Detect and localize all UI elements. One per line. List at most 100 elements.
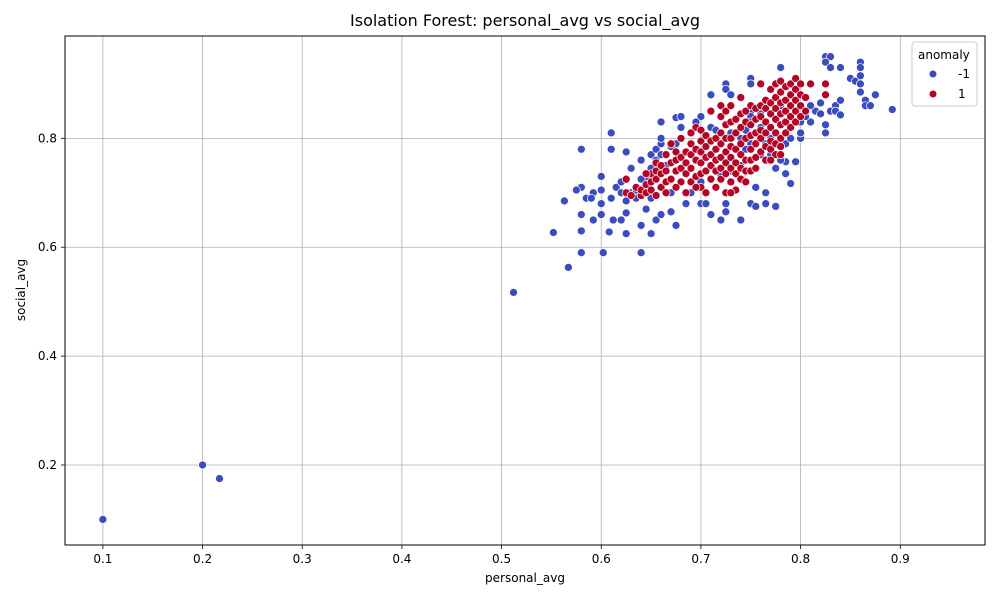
data-point [686,177,696,187]
data-point [661,166,671,176]
data-point [721,169,731,179]
data-point [716,215,726,225]
axis-ticks: 0.1 0.2 0.3 0.4 0.5 0.6 0.7 0.8 0.9 0.2 0.4 0.6 0.8 [38,131,910,566]
data-point [771,202,781,211]
legend-box [911,41,978,107]
data-point [656,117,666,127]
y-tick-label: 0.2 [38,458,57,472]
data-point [681,158,691,168]
data-point [731,128,741,138]
data-point [711,133,721,143]
data-point [560,196,569,206]
data-point [806,101,815,111]
data-point [786,179,795,188]
data-point [761,199,771,209]
data-point [731,114,741,124]
x-tick-label: 0.6 [592,552,611,566]
data-point [576,144,586,154]
data-point [751,202,761,211]
data-point [796,79,805,89]
data-point [836,95,845,105]
data-point [781,128,791,138]
plot-frame [64,35,986,546]
data-point [666,174,676,184]
data-point [564,263,573,272]
data-point [676,133,686,143]
data-point [816,98,825,108]
data-point [636,174,646,184]
data-point [686,128,696,138]
y-tick-label: 0.6 [38,240,57,254]
data-point [721,84,731,94]
x-axis-label: personal_avg [485,571,565,585]
data-point [596,185,606,195]
data-point [676,163,686,173]
data-point [816,109,825,119]
data-point [766,109,776,119]
data-point [616,215,626,225]
data-point [736,123,746,132]
data-point [786,79,795,89]
data-point [98,515,108,524]
legend-title: anomaly [918,48,970,62]
y-tick-label: 0.8 [38,131,57,145]
data-point [821,128,830,138]
data-point [706,106,716,116]
x-tick-label: 0.1 [93,552,112,566]
data-point [821,79,830,89]
legend: anomaly -1 1 [911,41,978,107]
data-point [801,93,810,102]
data-point [198,460,207,470]
x-tick-label: 0.5 [492,552,511,566]
data-point [676,153,686,162]
data-point [721,147,731,157]
legend-marker-neg1 [928,69,938,79]
data-point [776,76,786,86]
data-point [871,90,880,100]
data-point [586,193,596,203]
data-point [856,87,865,97]
data-point [826,52,835,62]
data-point [651,215,661,225]
y-axis-label: social_avg [14,259,28,321]
x-tick-label: 0.8 [791,552,810,566]
data-point [686,150,696,160]
data-point [761,128,771,138]
data-point [706,161,716,170]
data-point [621,174,631,184]
data-point [741,106,751,116]
data-point [791,117,800,127]
data-point [826,63,835,72]
data-point [751,139,761,149]
data-point [596,172,606,181]
data-point [701,199,711,209]
data-point [751,153,761,162]
data-point [706,150,716,160]
data-point [671,182,681,192]
data-point [786,112,795,121]
data-point [604,227,614,237]
data-point [791,74,800,83]
x-tick-label: 0.7 [691,552,710,566]
data-point [726,188,736,198]
data-point [781,95,791,105]
series-pos1 [621,74,830,200]
data-point [716,174,726,184]
data-point [766,123,776,132]
data-point [641,204,651,214]
data-point [676,177,686,187]
data-point [656,210,666,219]
data-point [821,120,830,130]
data-point [771,93,781,102]
data-point [786,90,795,100]
data-point [781,106,791,116]
data-point [721,207,731,217]
data-point [686,163,696,173]
data-point [691,182,701,192]
data-point [681,169,691,179]
data-point [856,63,865,72]
data-point [651,191,661,200]
data-point [576,210,586,219]
data-point [721,158,731,168]
data-point [661,188,671,198]
